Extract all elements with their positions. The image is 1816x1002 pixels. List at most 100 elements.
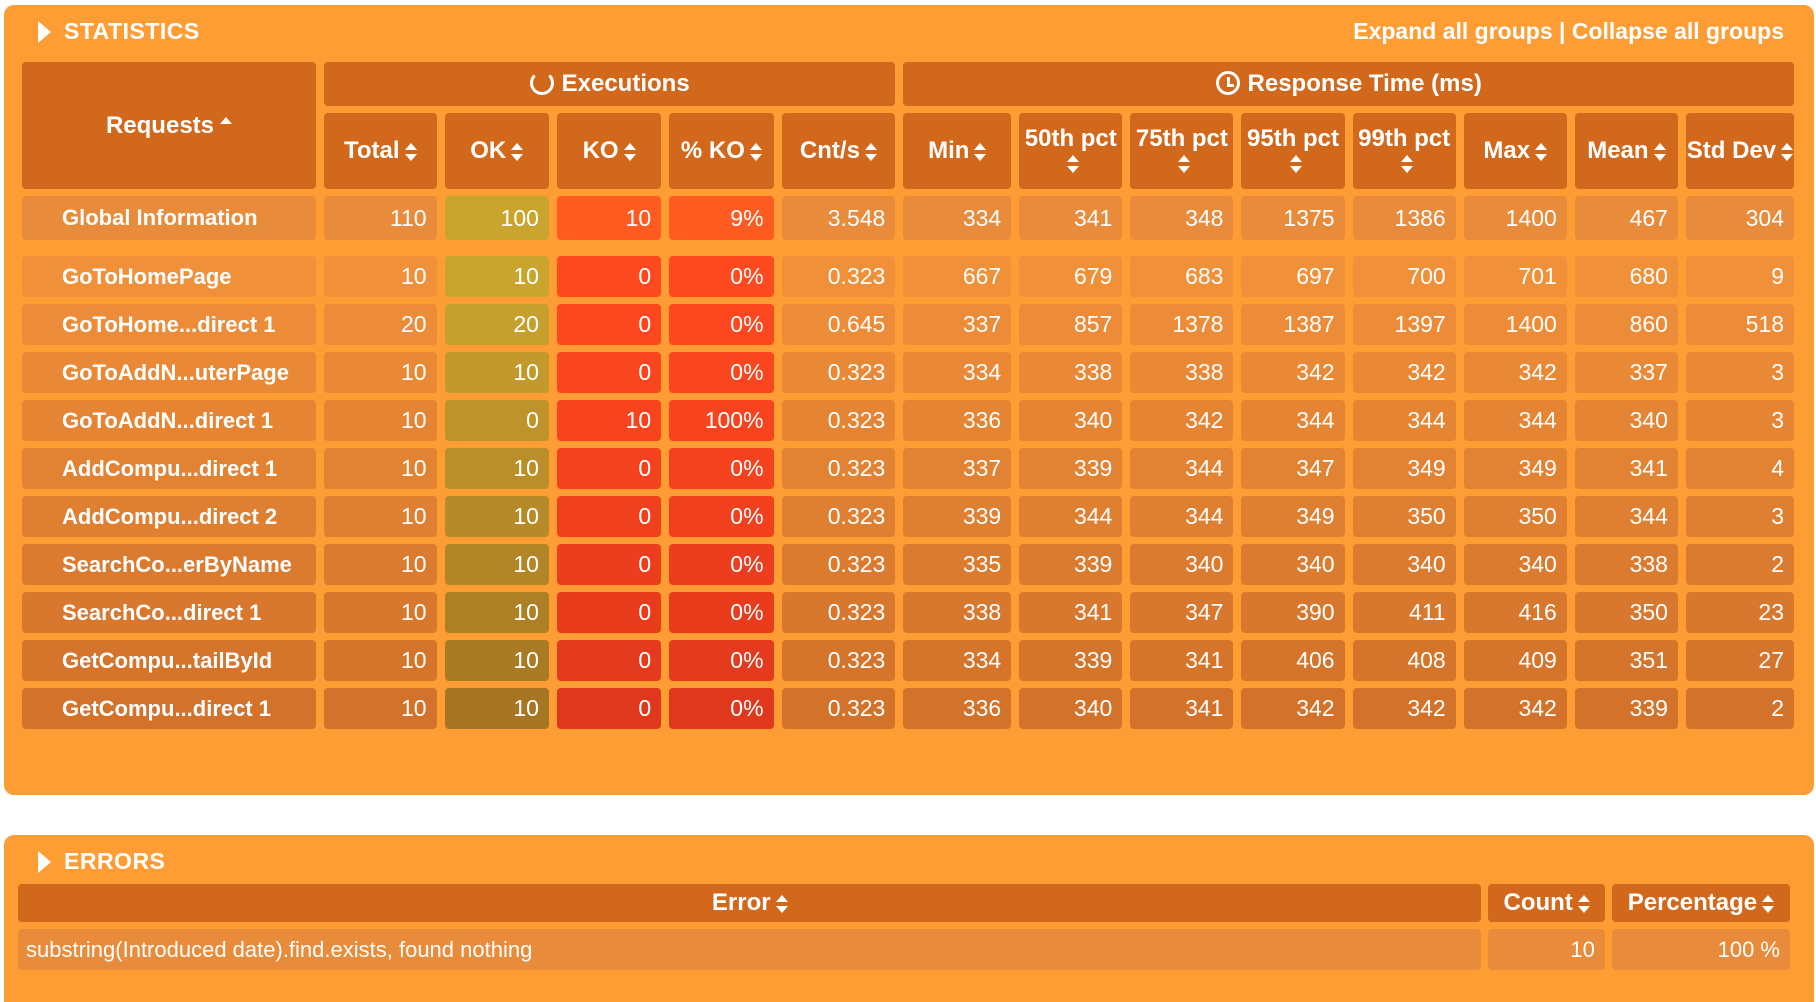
cell-min: 334 xyxy=(903,640,1012,681)
request-name[interactable]: GoToHome...direct 1 xyxy=(22,304,316,345)
cell-99th-pct: 408 xyxy=(1352,640,1456,681)
cell-ok: 10 xyxy=(444,448,549,489)
cell-ok: 10 xyxy=(444,592,549,633)
cell-cnt-s: 0.323 xyxy=(781,544,896,585)
request-name[interactable]: AddCompu...direct 2 xyxy=(22,496,316,537)
error-column-error[interactable]: Error xyxy=(18,884,1482,922)
column-header-total[interactable]: Total xyxy=(323,113,437,189)
cell-min: 336 xyxy=(903,688,1012,729)
request-name[interactable]: SearchCo...direct 1 xyxy=(22,592,316,633)
cell-ok: 0 xyxy=(444,400,549,441)
statistics-table: Requests Executions Response Time (ms) T… xyxy=(14,55,1802,736)
column-header-50th-pct[interactable]: 50th pct xyxy=(1019,113,1123,189)
table-row: GoToHome...direct 1 20 20 0 0% 0.645 337 857 137… xyxy=(22,304,1794,345)
cell-mean: 339 xyxy=(1574,688,1678,729)
cell-95th-pct: 349 xyxy=(1241,496,1345,537)
cell-99th-pct: 1397 xyxy=(1352,304,1456,345)
column-header-ok[interactable]: OK xyxy=(444,113,549,189)
response-time-group-header: Response Time (ms) xyxy=(903,62,1794,106)
cell-ok: 100 xyxy=(444,196,549,240)
cell-75th-pct: 344 xyxy=(1130,496,1234,537)
table-row: GoToAddN...uterPage 10 10 0 0% 0.323 334 338 338… xyxy=(22,352,1794,393)
cell-cnt-s: 0.323 xyxy=(781,496,896,537)
cell-95th-pct: 390 xyxy=(1241,592,1345,633)
request-name[interactable]: GetCompu...direct 1 xyxy=(22,688,316,729)
cell--ko: 0% xyxy=(669,448,774,489)
group-links: Expand all groups | Collapse all groups xyxy=(1353,18,1784,45)
sort-icon xyxy=(775,894,788,913)
cell-50th-pct: 340 xyxy=(1019,688,1123,729)
cell-cnt-s: 0.323 xyxy=(781,592,896,633)
sort-icon xyxy=(404,142,417,161)
cell-cnt-s: 0.645 xyxy=(781,304,896,345)
cell-std-dev: 23 xyxy=(1685,592,1794,633)
request-name[interactable]: AddCompu...direct 1 xyxy=(22,448,316,489)
cell--ko: 0% xyxy=(669,640,774,681)
error-column-count[interactable]: Count xyxy=(1488,884,1605,922)
error-column-percentage[interactable]: Percentage xyxy=(1611,884,1790,922)
cell-ko: 0 xyxy=(556,256,662,297)
cell-max: 340 xyxy=(1463,544,1567,585)
request-name[interactable]: GoToAddN...direct 1 xyxy=(22,400,316,441)
column-header-ko[interactable]: KO xyxy=(556,113,662,189)
cell-min: 337 xyxy=(903,448,1012,489)
refresh-icon xyxy=(529,70,554,95)
sort-icon xyxy=(1400,154,1413,173)
cell--ko: 100% xyxy=(669,400,774,441)
cell-ko: 0 xyxy=(556,352,662,393)
cell-max: 701 xyxy=(1463,256,1567,297)
request-name[interactable]: GoToHomePage xyxy=(22,256,316,297)
cell-max: 342 xyxy=(1463,688,1567,729)
cell--ko: 0% xyxy=(669,256,774,297)
column-header-max[interactable]: Max xyxy=(1463,113,1567,189)
column-header-std-dev[interactable]: Std Dev xyxy=(1685,113,1794,189)
cell-50th-pct: 857 xyxy=(1019,304,1123,345)
request-name[interactable]: GoToAddN...uterPage xyxy=(22,352,316,393)
cell-99th-pct: 349 xyxy=(1352,448,1456,489)
cell-99th-pct: 1386 xyxy=(1352,196,1456,240)
cell-95th-pct: 347 xyxy=(1241,448,1345,489)
request-name[interactable]: GetCompu...tailById xyxy=(22,640,316,681)
table-row: AddCompu...direct 2 10 10 0 0% 0.323 339 344 344… xyxy=(22,496,1794,537)
cell-ko: 0 xyxy=(556,592,662,633)
table-row: GetCompu...direct 1 10 10 0 0% 0.323 336 340 341… xyxy=(22,688,1794,729)
cell-75th-pct: 341 xyxy=(1130,688,1234,729)
cell-95th-pct: 1387 xyxy=(1241,304,1345,345)
cell-ko: 10 xyxy=(556,400,662,441)
cell-mean: 467 xyxy=(1574,196,1678,240)
column-header-95th-pct[interactable]: 95th pct xyxy=(1241,113,1345,189)
request-name[interactable]: Global Information xyxy=(22,196,316,240)
cell-ok: 10 xyxy=(444,688,549,729)
cell-total: 20 xyxy=(323,304,437,345)
cell-cnt-s: 3.548 xyxy=(781,196,896,240)
request-name[interactable]: SearchCo...erByName xyxy=(22,544,316,585)
spacer-row xyxy=(22,247,1794,249)
cell--ko: 0% xyxy=(669,688,774,729)
cell-ko: 0 xyxy=(556,688,662,729)
error-cell-error: substring(Introduced date).find.exists, … xyxy=(18,929,1482,970)
column-header-min[interactable]: Min xyxy=(903,113,1012,189)
collapse-all-link[interactable]: Collapse all groups xyxy=(1571,18,1784,44)
cell-total: 110 xyxy=(323,196,437,240)
cell-50th-pct: 341 xyxy=(1019,592,1123,633)
cell-99th-pct: 342 xyxy=(1352,688,1456,729)
collapse-triangle-icon[interactable] xyxy=(38,21,51,43)
collapse-triangle-icon[interactable] xyxy=(38,851,51,873)
column-header-75th-pct[interactable]: 75th pct xyxy=(1130,113,1234,189)
cell-std-dev: 3 xyxy=(1685,400,1794,441)
cell-std-dev: 304 xyxy=(1685,196,1794,240)
cell-mean: 351 xyxy=(1574,640,1678,681)
cell-std-dev: 518 xyxy=(1685,304,1794,345)
column-header-99th-pct[interactable]: 99th pct xyxy=(1352,113,1456,189)
cell-95th-pct: 342 xyxy=(1241,352,1345,393)
cell-max: 344 xyxy=(1463,400,1567,441)
cell-mean: 341 xyxy=(1574,448,1678,489)
requests-header[interactable]: Requests xyxy=(22,62,316,189)
column-header-mean[interactable]: Mean xyxy=(1574,113,1678,189)
cell-mean: 340 xyxy=(1574,400,1678,441)
cell-total: 10 xyxy=(323,496,437,537)
column-header-cnt-s[interactable]: Cnt/s xyxy=(781,113,896,189)
sort-icon xyxy=(1762,894,1775,913)
expand-all-link[interactable]: Expand all groups xyxy=(1353,18,1553,44)
column-header--ko[interactable]: % KO xyxy=(669,113,774,189)
